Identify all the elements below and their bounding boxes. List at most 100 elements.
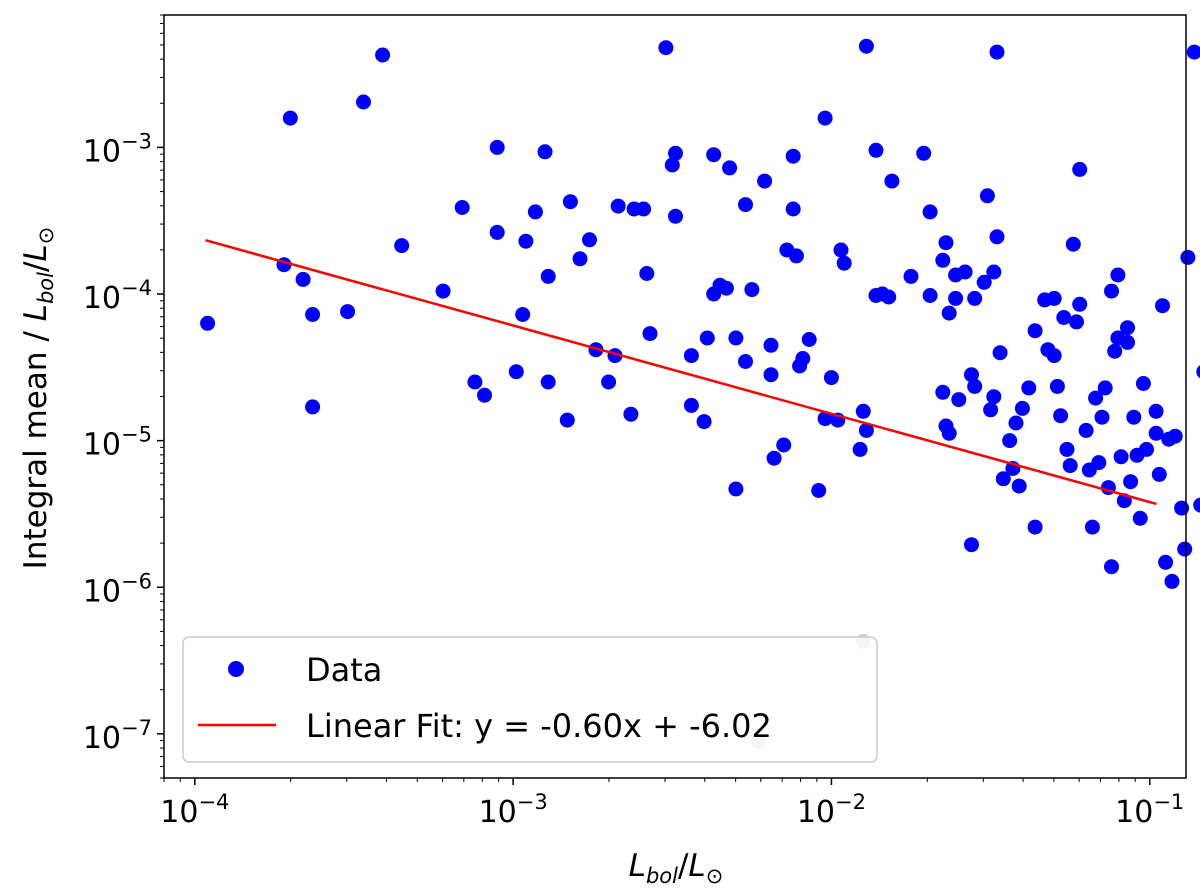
data-point	[1139, 441, 1154, 457]
data-point	[699, 330, 715, 346]
data-point	[785, 148, 801, 164]
data-point	[1177, 541, 1193, 557]
data-point	[858, 422, 874, 438]
data-point	[668, 208, 683, 224]
data-point	[668, 145, 683, 161]
data-point	[722, 160, 738, 176]
data-point	[884, 173, 900, 189]
data-point	[1123, 474, 1139, 490]
data-point	[1002, 433, 1018, 449]
data-point	[1104, 559, 1119, 575]
data-point	[295, 271, 311, 287]
data-point	[540, 374, 556, 390]
data-point	[489, 224, 505, 240]
data-point	[582, 232, 597, 248]
data-point	[683, 348, 699, 364]
data-point	[983, 402, 999, 418]
data-point	[785, 201, 801, 217]
data-point	[1084, 519, 1100, 535]
data-point	[922, 204, 938, 220]
data-point	[986, 264, 1002, 280]
data-point	[995, 471, 1011, 487]
x-axis-label: Lbol/L⊙	[629, 848, 724, 888]
data-point	[1097, 380, 1113, 396]
data-point	[1059, 441, 1075, 457]
data-point	[718, 280, 734, 296]
data-point	[979, 188, 995, 204]
data-point	[467, 374, 483, 390]
data-point	[855, 403, 871, 419]
data-point	[989, 229, 1005, 245]
x-tick-label: 10−4	[160, 790, 229, 830]
data-point	[1193, 497, 1200, 513]
data-point	[394, 238, 410, 254]
data-point	[833, 242, 849, 258]
x-tick-label: 10−3	[479, 790, 548, 830]
data-point	[1155, 298, 1170, 314]
data-point	[1091, 455, 1107, 471]
data-point	[1021, 380, 1037, 396]
data-point	[1069, 314, 1084, 330]
data-point	[903, 268, 919, 284]
y-tick-label: 10−3	[83, 129, 152, 169]
data-point	[1151, 466, 1167, 482]
data-point	[1053, 408, 1069, 424]
data-point	[1078, 422, 1094, 438]
data-point	[305, 399, 321, 415]
data-point	[454, 200, 470, 215]
y-tick-label: 10−7	[83, 716, 152, 756]
data-point	[1180, 249, 1196, 265]
data-point	[1027, 519, 1043, 535]
data-point	[515, 307, 531, 322]
data-point	[562, 194, 578, 210]
data-point	[1046, 348, 1062, 364]
data-point	[811, 483, 827, 498]
data-point	[1113, 449, 1129, 465]
data-point	[658, 40, 674, 56]
data-point	[941, 425, 957, 441]
legend-label-fit: Linear Fit: y = -0.60x + -6.02	[306, 707, 772, 745]
data-point	[639, 266, 655, 281]
data-point	[623, 406, 639, 422]
data-point	[976, 274, 992, 290]
data-point	[738, 197, 753, 213]
data-point	[935, 384, 951, 400]
data-point	[1196, 365, 1200, 379]
data-point	[766, 450, 782, 466]
data-point	[1062, 458, 1078, 474]
data-point	[1164, 573, 1180, 589]
data-point	[435, 283, 451, 299]
data-point	[922, 288, 938, 303]
data-point	[664, 157, 680, 173]
data-point	[489, 139, 505, 155]
data-point	[795, 351, 811, 366]
legend-box	[182, 636, 878, 763]
data-point	[1046, 290, 1062, 306]
data-point	[706, 147, 722, 163]
data-point	[744, 282, 760, 298]
data-point	[776, 437, 792, 453]
data-point	[1148, 403, 1164, 419]
data-point	[477, 387, 492, 403]
data-point	[964, 537, 979, 553]
data-point	[992, 345, 1008, 361]
data-point	[1049, 378, 1065, 394]
data-point	[1186, 44, 1200, 60]
y-tick-label: 10−4	[83, 276, 152, 316]
legend-marker-data	[228, 661, 244, 677]
data-point	[836, 255, 852, 271]
data-point	[1110, 267, 1126, 283]
data-point	[1094, 409, 1110, 425]
data-point	[1120, 320, 1135, 336]
y-axis-label: Integral mean / Lbol/L⊙	[18, 227, 58, 570]
data-point	[757, 173, 773, 189]
data-point	[967, 290, 983, 306]
data-point	[763, 337, 779, 353]
data-point	[282, 110, 298, 126]
data-point	[1126, 409, 1142, 425]
data-point	[1107, 343, 1123, 359]
data-point	[738, 354, 753, 369]
data-point	[1065, 236, 1081, 252]
data-point	[852, 441, 868, 457]
